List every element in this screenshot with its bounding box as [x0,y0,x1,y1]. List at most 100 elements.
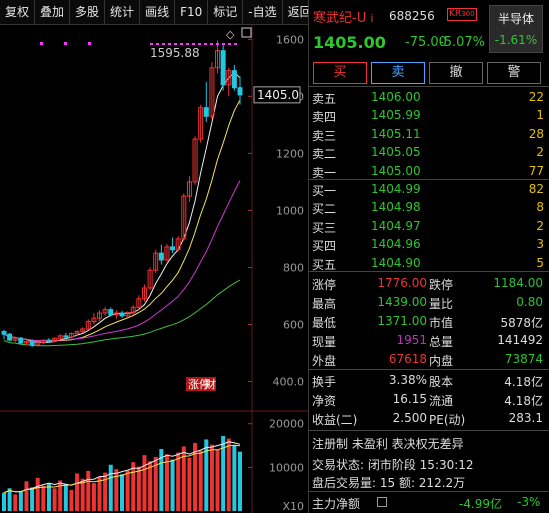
stat-value: 3.38% [388,373,427,387]
candle-body [80,328,86,333]
stat-label: 量比 [429,297,454,311]
stat-value: 141492 [497,333,543,347]
stat-value: 2.500 [392,411,427,425]
stat-label: 最高 [312,297,337,311]
limit-up-tag: 涨停 [188,377,210,391]
volume-bar [13,494,18,511]
volume-bar [198,450,203,511]
stat-item: 市值 5878亿 [429,312,543,330]
candle-body [97,312,103,319]
stat-item: 涨停 1776.00 [312,274,427,292]
stat-item: 内盘 73874 [429,350,543,368]
level-volume: 8 [536,200,544,215]
volume-bar [41,485,46,511]
volume-bar [131,462,136,511]
after-hours-volume: 盘后交易量: 15 额: 212.2万 [312,476,466,490]
candle-body [91,317,97,323]
volume-bar [2,492,6,511]
level-price: 1404.90 [371,255,421,270]
stat-label: 总量 [429,335,454,349]
stat-value: 283.1 [508,411,543,425]
level-volume: 77 [528,163,544,178]
stat-item: PE(动) 283.1 [429,409,543,427]
candle-body [186,181,192,197]
toolbar-item[interactable]: 统计 [105,0,141,24]
candle-body [1,331,7,335]
toolbar-item[interactable]: 画线 [140,0,176,24]
volume-bar [120,474,124,511]
order-book-row[interactable]: 买一 1404.99 82 [309,180,549,198]
order-book-row[interactable]: 买三 1404.97 2 [309,217,549,235]
candle-body [170,246,176,251]
level-volume: 22 [528,90,544,104]
candle-body [12,337,18,341]
stat-value: 67618 [388,352,427,366]
candle-body [125,311,131,317]
divider [309,369,549,370]
order-book-row[interactable]: 买四 1404.96 3 [309,235,549,253]
order-book-row[interactable]: 买五 1404.90 5 [309,254,549,272]
order-book-row[interactable]: 卖三 1405.11 28 [309,125,549,143]
stat-item: 外盘 67618 [312,350,427,368]
order-book-row[interactable]: 卖五 1406.00 22 [309,88,549,106]
vol-tick-label: 20000 [269,418,304,431]
volume-bar [7,488,12,511]
volume-bar [204,439,209,511]
net-flow-icon[interactable] [377,497,387,507]
stock-code: 688256 [389,9,435,23]
candle-body [237,87,243,96]
order-book-row[interactable]: 卖四 1405.99 1 [309,106,549,124]
buy-button[interactable]: 买 [313,62,367,84]
last-price: 1405.00 [313,33,386,52]
alert-button[interactable]: 警 [487,62,541,84]
y-tick-label: 1200 [276,147,304,160]
candle-body [209,67,215,117]
limit-up-tag-2: 财 [205,377,216,391]
level-volume: 1 [536,108,544,123]
trade-buttons: 买 卖 撤 警 [313,62,543,84]
candle-body [158,252,164,261]
volume-bar [181,446,186,511]
volume-bar [238,451,242,511]
marker-dot [88,42,91,45]
y-tick-label: 400.0 [273,375,305,388]
toolbar-item[interactable]: 叠加 [35,0,71,24]
candle-body [147,269,153,289]
chart-toolbar: 复权 叠加 多股 统计 画线 F10 标记 -自选 返回 [0,0,318,25]
level-label: 买二 [312,202,337,217]
stat-label: 跌停 [429,278,454,292]
stat-label: 收益(二) [312,413,358,427]
volume-bar [125,469,130,511]
candle-body [231,70,237,89]
toolbar-item[interactable]: 多股 [70,0,106,24]
candle-body [130,306,136,313]
stat-label: 流通 [429,394,454,408]
candle-body [192,138,198,183]
stat-label: 涨停 [312,278,337,292]
order-book-row[interactable]: 卖二 1405.05 2 [309,143,549,161]
level-volume: 5 [536,255,544,270]
kline-chart[interactable]: 1600140012001000800600400.01595.88◇1405.… [0,25,308,513]
toolbar-item[interactable]: F10 [175,0,209,24]
volume-bar [226,438,231,511]
volume-bar [52,488,57,511]
toolbar-item[interactable]: -自选 [243,0,283,24]
stat-label: 股本 [429,375,454,389]
volume-bar [63,483,68,511]
volume-bar [46,483,51,511]
candle-body [18,337,24,344]
order-book-row[interactable]: 卖一 1405.00 77 [309,162,549,180]
toolbar-item[interactable]: 复权 [0,0,36,24]
order-book-row[interactable]: 买二 1404.98 8 [309,198,549,216]
level-price: 1404.99 [371,182,421,196]
level-label: 卖四 [312,110,337,125]
sector-box[interactable]: 半导体 -1.61% [489,5,543,53]
divider [309,179,549,180]
stat-item: 现量 1951 [312,331,427,349]
volume-bar [193,442,198,511]
sell-button[interactable]: 卖 [371,62,425,84]
toolbar-item[interactable]: 标记 [208,0,244,24]
cancel-order-button[interactable]: 撤 [429,62,483,84]
volume-bar [164,454,169,511]
divider [309,271,549,272]
